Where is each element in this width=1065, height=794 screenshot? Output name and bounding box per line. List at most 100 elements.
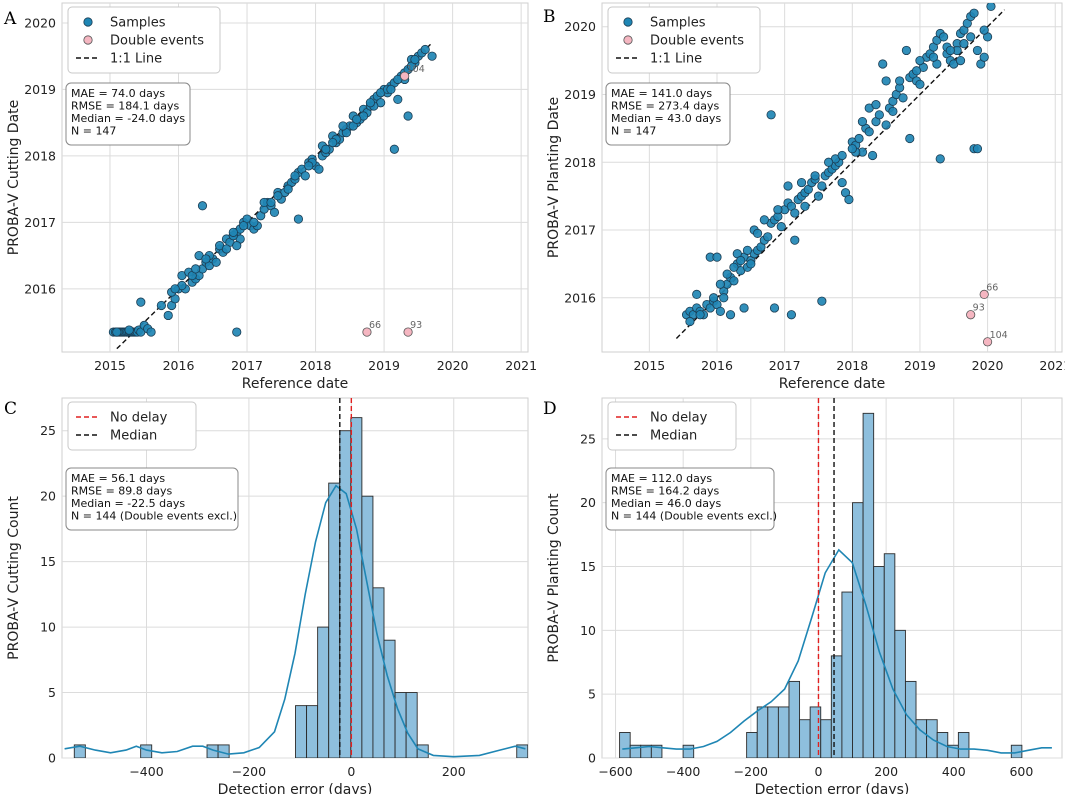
sample-point — [915, 79, 925, 89]
sample-point — [766, 110, 776, 120]
histogram-bar — [73, 744, 86, 758]
sample-point — [864, 127, 874, 137]
legend-label: No delay — [650, 411, 708, 426]
sample-point — [959, 39, 969, 49]
histogram-bar — [328, 482, 341, 758]
stats-line: N = 144 (Double events excl.) — [611, 510, 777, 523]
sample-point — [685, 316, 695, 327]
x-tick-label: 2016 — [163, 358, 195, 373]
sample-point — [283, 184, 293, 194]
sample-point — [124, 325, 134, 335]
panel-label-d: D — [543, 399, 557, 419]
stats-line: N = 144 (Double events excl.) — [71, 510, 237, 523]
sample-point — [955, 56, 966, 66]
histogram-bar — [852, 502, 864, 758]
sample-point — [796, 177, 807, 188]
y-tick-label: 2020 — [24, 15, 56, 30]
sample-point — [969, 8, 979, 18]
histogram-bar — [339, 430, 352, 758]
x-tick-label: 0 — [814, 764, 822, 779]
x-axis-label: Reference date — [779, 376, 886, 392]
sample-point — [201, 254, 211, 264]
histogram-bar — [516, 744, 528, 758]
y-tick-label: 2019 — [24, 82, 56, 97]
sample-point — [911, 66, 922, 76]
sample-point — [736, 255, 746, 266]
x-tick-label: 200 — [442, 764, 466, 779]
double-event-label: 104 — [407, 64, 425, 75]
sample-point — [403, 111, 413, 121]
sample-point — [817, 181, 827, 191]
legend-label: Double events — [650, 34, 744, 49]
sample-point — [300, 171, 310, 181]
x-tick-label: 2017 — [769, 358, 801, 373]
histogram-bar — [841, 591, 853, 758]
x-tick-label: −200 — [232, 764, 266, 779]
histogram-bar — [650, 744, 663, 758]
x-tick-label: 2020 — [972, 358, 1004, 373]
histogram-bar — [295, 705, 308, 758]
sample-point — [867, 150, 878, 161]
x-tick-label: 400 — [942, 764, 966, 779]
y-tick-label: 10 — [40, 620, 56, 635]
sample-point — [773, 205, 783, 215]
sample-point — [338, 121, 348, 131]
y-axis-label: PROBA-V Cutting Date — [6, 100, 22, 256]
sample-point — [881, 76, 891, 86]
sample-point — [136, 297, 146, 307]
sample-point — [170, 284, 180, 294]
sample-point — [790, 235, 800, 245]
sample-point — [314, 164, 324, 174]
sample-point — [837, 150, 847, 161]
stats-line: RMSE = 184.1 days — [71, 100, 179, 113]
stats-line: Median = 43.0 days — [611, 112, 721, 125]
sample-point — [420, 44, 430, 55]
panel-label-b: B — [543, 7, 556, 27]
sample-point — [290, 171, 300, 181]
sample-point — [715, 279, 725, 289]
x-tick-label: 200 — [874, 764, 898, 779]
y-tick-label: 0 — [48, 751, 56, 766]
sample-point — [813, 191, 824, 201]
histogram-bar — [756, 706, 769, 758]
y-tick-label: 2016 — [24, 281, 56, 296]
sample-point — [878, 59, 888, 69]
sample-point — [759, 215, 769, 225]
legend-box — [67, 401, 197, 451]
double-event-point — [979, 289, 989, 299]
legend-box — [67, 6, 221, 74]
x-axis-label: Detection error (days) — [755, 782, 910, 794]
sample-point — [725, 310, 736, 320]
sample-point — [763, 232, 773, 242]
stats-frame — [65, 82, 191, 146]
x-tick-label: 2016 — [701, 358, 733, 373]
sample-point — [986, 3, 996, 11]
x-tick-label: 2018 — [836, 358, 868, 373]
double-event-point — [403, 327, 413, 337]
sample-point — [776, 222, 786, 232]
legend: No delay Median — [607, 401, 737, 451]
sample-point — [935, 154, 945, 164]
legend-double-marker — [83, 35, 93, 45]
sample-point — [871, 100, 881, 110]
sample-point — [365, 98, 375, 108]
histogram-bar — [830, 655, 843, 758]
sample-point — [393, 94, 403, 104]
legend-label: Median — [650, 429, 697, 444]
y-tick-label: 15 — [40, 554, 56, 569]
y-tick-label: 0 — [588, 751, 596, 766]
sample-point — [939, 32, 949, 42]
sample-point — [729, 262, 739, 272]
y-tick-label: 5 — [48, 685, 56, 700]
stats-line: N = 147 — [71, 125, 116, 138]
sample-point — [197, 201, 208, 211]
x-tick-label: 600 — [1009, 764, 1033, 779]
y-tick-label: 25 — [580, 431, 596, 446]
sample-point — [232, 241, 242, 251]
stats-line: MAE = 56.1 days — [71, 472, 165, 485]
stats-line: MAE = 141.0 days — [611, 87, 712, 100]
y-tick-label: 2017 — [24, 215, 56, 230]
sample-point — [898, 93, 908, 103]
